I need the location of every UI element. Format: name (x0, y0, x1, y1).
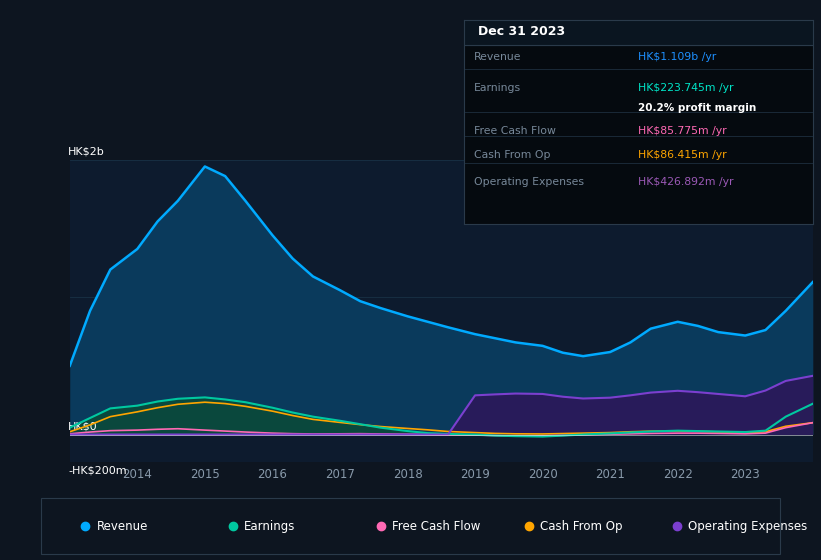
Text: HK$86.415m /yr: HK$86.415m /yr (639, 151, 727, 160)
Text: Earnings: Earnings (245, 520, 296, 533)
Text: 20.2% profit margin: 20.2% profit margin (639, 104, 757, 114)
Text: -HK$200m: -HK$200m (68, 465, 127, 475)
Text: HK$2b: HK$2b (68, 147, 105, 157)
Text: Revenue: Revenue (97, 520, 148, 533)
Bar (464, 20, 813, 45)
Text: HK$0: HK$0 (68, 422, 98, 432)
Text: HK$223.745m /yr: HK$223.745m /yr (639, 83, 734, 93)
Text: HK$426.892m /yr: HK$426.892m /yr (639, 177, 734, 187)
Text: Operating Expenses: Operating Expenses (475, 177, 585, 187)
Text: Earnings: Earnings (475, 83, 521, 93)
Text: HK$1.109b /yr: HK$1.109b /yr (639, 52, 717, 62)
Text: HK$85.775m /yr: HK$85.775m /yr (639, 126, 727, 136)
Text: Cash From Op: Cash From Op (475, 151, 551, 160)
Text: Free Cash Flow: Free Cash Flow (475, 126, 556, 136)
Text: Dec 31 2023: Dec 31 2023 (478, 25, 565, 39)
Text: Free Cash Flow: Free Cash Flow (392, 520, 480, 533)
Text: Cash From Op: Cash From Op (540, 520, 622, 533)
Text: Operating Expenses: Operating Expenses (688, 520, 807, 533)
Text: Revenue: Revenue (475, 52, 522, 62)
